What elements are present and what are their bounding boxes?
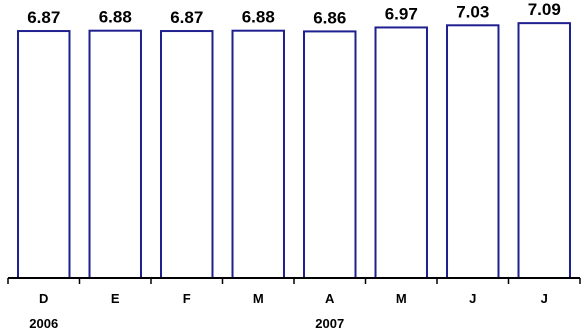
data-label: 6.97	[385, 4, 418, 23]
data-label: 7.09	[528, 0, 561, 19]
x-tick-label: D	[39, 291, 48, 306]
x-tick-label: A	[325, 291, 335, 306]
x-tick-label: E	[111, 291, 120, 306]
x-tick-label: J	[469, 291, 476, 306]
bar	[17, 30, 71, 280]
data-label: 6.87	[27, 8, 60, 27]
x-tick-label: M	[253, 291, 264, 306]
bar	[517, 22, 571, 279]
value-labels-group: 6.87 6.88 6.87 6.88 6.86 6.97 7.03 7.09	[27, 0, 561, 27]
bar	[374, 26, 428, 279]
year-labels-group: 2006 2007	[29, 316, 344, 331]
bar	[160, 30, 214, 280]
data-label: 6.88	[99, 8, 132, 27]
data-label: 6.86	[313, 8, 346, 27]
bars-group	[17, 22, 571, 280]
bar	[303, 30, 357, 279]
year-label: 2006	[29, 316, 58, 331]
bar	[88, 29, 142, 279]
data-label: 6.87	[170, 8, 203, 27]
year-label: 2007	[315, 316, 344, 331]
bar	[446, 24, 500, 279]
data-label: 7.03	[456, 2, 489, 21]
data-label: 6.88	[242, 8, 275, 27]
x-ticks-group	[7, 278, 581, 284]
x-tick-label: F	[183, 291, 191, 306]
bar	[231, 29, 285, 279]
x-tick-label: J	[541, 291, 548, 306]
x-tick-label: M	[396, 291, 407, 306]
